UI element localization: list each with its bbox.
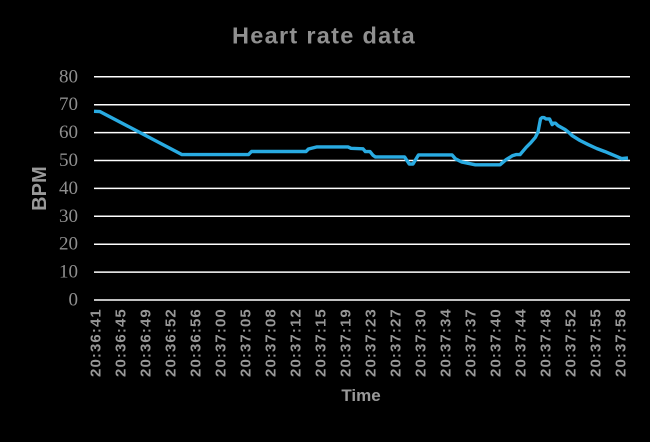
svg-text:20: 20 [59,234,78,255]
svg-text:20:37:40: 20:37:40 [488,308,505,377]
svg-text:20:37:58: 20:37:58 [613,308,630,377]
svg-text:20:36:45: 20:36:45 [113,308,130,377]
svg-text:20:37:08: 20:37:08 [263,308,280,377]
svg-text:20:36:41: 20:36:41 [88,308,105,377]
svg-text:20:37:00: 20:37:00 [213,308,230,377]
svg-text:20:37:30: 20:37:30 [413,308,430,377]
svg-text:30: 30 [59,206,78,227]
svg-text:20:37:34: 20:37:34 [438,308,455,377]
svg-text:Time: Time [341,386,380,405]
svg-text:20:36:56: 20:36:56 [188,308,205,377]
svg-text:0: 0 [69,290,79,311]
svg-text:50: 50 [59,150,78,171]
svg-text:20:37:27: 20:37:27 [388,308,405,377]
svg-text:40: 40 [59,178,78,199]
svg-text:20:37:15: 20:37:15 [313,308,330,377]
svg-text:20:37:19: 20:37:19 [338,308,355,377]
svg-text:20:37:48: 20:37:48 [538,308,555,377]
svg-text:Heart rate data: Heart rate data [232,23,416,49]
svg-text:BPM: BPM [29,166,51,210]
svg-text:20:36:49: 20:36:49 [138,308,155,377]
svg-text:20:37:52: 20:37:52 [563,308,580,377]
svg-text:80: 80 [59,66,78,87]
svg-text:20:36:52: 20:36:52 [163,308,180,377]
svg-text:20:37:55: 20:37:55 [588,308,605,377]
svg-text:20:37:37: 20:37:37 [463,308,480,377]
svg-text:20:37:05: 20:37:05 [238,308,255,377]
svg-text:20:37:23: 20:37:23 [363,308,380,377]
svg-text:20:37:12: 20:37:12 [288,308,305,377]
svg-text:60: 60 [59,122,78,143]
svg-text:10: 10 [59,262,78,283]
svg-text:70: 70 [59,94,78,115]
svg-text:20:37:44: 20:37:44 [513,308,530,377]
